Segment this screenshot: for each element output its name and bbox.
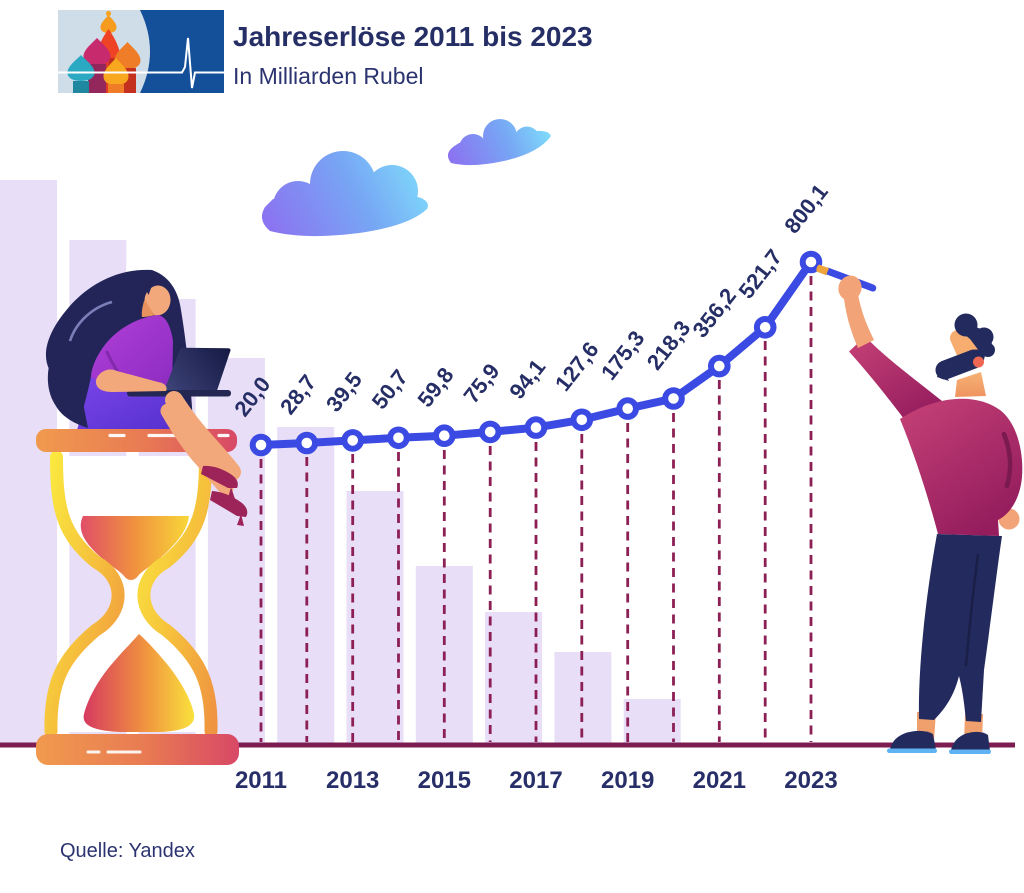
svg-text:94,1: 94,1: [504, 355, 550, 404]
svg-text:175,3: 175,3: [596, 326, 650, 385]
svg-text:75,9: 75,9: [458, 359, 504, 408]
svg-text:2013: 2013: [326, 767, 379, 794]
svg-text:2021: 2021: [693, 767, 746, 794]
svg-text:Quelle: Yandex: Quelle: Yandex: [60, 840, 195, 862]
svg-text:127,6: 127,6: [550, 337, 604, 396]
svg-text:59,8: 59,8: [413, 363, 459, 412]
svg-text:2015: 2015: [418, 767, 471, 794]
svg-text:50,7: 50,7: [367, 365, 413, 414]
svg-text:Jahreserlöse 2011 bis 2023: Jahreserlöse 2011 bis 2023: [233, 21, 593, 52]
svg-text:39,5: 39,5: [321, 367, 367, 416]
svg-text:2017: 2017: [509, 767, 562, 794]
svg-text:218,3: 218,3: [642, 316, 696, 375]
svg-text:2023: 2023: [784, 767, 837, 794]
svg-text:356,2: 356,2: [688, 283, 742, 342]
svg-text:2019: 2019: [601, 767, 654, 794]
svg-text:In Milliarden Rubel: In Milliarden Rubel: [233, 63, 423, 89]
svg-text:521,7: 521,7: [733, 245, 787, 304]
svg-text:800,1: 800,1: [779, 179, 833, 238]
svg-text:28,7: 28,7: [275, 370, 321, 419]
svg-text:2011: 2011: [235, 767, 287, 794]
